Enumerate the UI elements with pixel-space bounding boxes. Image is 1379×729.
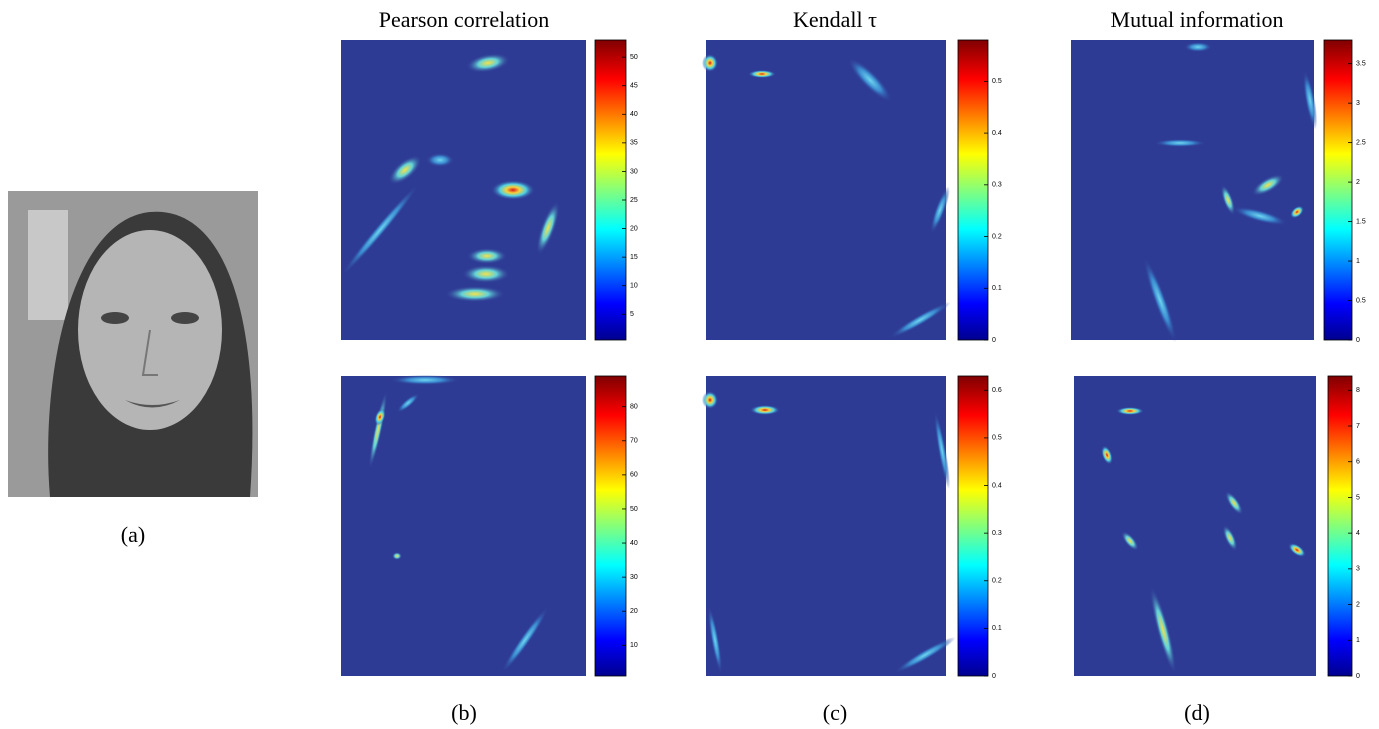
colorbar-tick-label: 0.1 [992,625,1002,632]
colorbar-tick-label: 20 [630,225,638,232]
colorbar [1323,39,1353,341]
colorbar [1327,375,1353,677]
colorbar-tick-label: 0 [1356,673,1360,680]
heatmap-b-top [341,40,586,340]
colorbar-tick-label: 7 [1356,423,1360,430]
heatmap-d-top [1071,40,1318,343]
colorbar-tick-label: 0.5 [992,435,1002,442]
colorbar-tick-label: 50 [630,506,638,513]
panel-label: (d) [1184,700,1210,725]
colorbar-tick-label: 50 [630,54,638,61]
colorbar-tick-label: 20 [630,608,638,615]
colorbar-tick-label: 2 [1356,601,1360,608]
colorbar-tick-label: 0.6 [992,387,1002,394]
colorbar-tick-label: 35 [630,140,638,147]
colorbar-tick-label: 80 [630,404,638,411]
panel-label: (b) [451,700,477,725]
colorbar-tick-label: 0.5 [1356,297,1366,304]
column-title: Pearson correlation [379,7,549,32]
colorbar-tick-label: 3.5 [1356,61,1366,68]
colorbar-tick-label: 0.2 [992,578,1002,585]
colorbar-tick-label: 0 [992,673,996,680]
heatmap-b-bottom [341,375,586,676]
colorbar-tick-label: 0 [992,337,996,344]
colorbar-tick-label: 6 [1356,459,1360,466]
colorbar [957,375,989,677]
colorbar-tick-label: 3 [1356,100,1360,107]
colorbar-tick-label: 15 [630,254,638,261]
heatmap-c-bottom [702,376,956,676]
colorbar-tick-label: 30 [630,168,638,175]
colorbar-tick-label: 45 [630,83,638,90]
colorbar-tick-label: 0.3 [992,530,1002,537]
colorbar [594,375,627,677]
colorbar-tick-label: 0.3 [992,182,1002,189]
colorbar-tick-label: 10 [630,283,638,290]
colorbar-tick-label: 0.4 [992,130,1002,137]
colorbar-tick-label: 5 [1356,494,1360,501]
colorbar [594,39,627,341]
colorbar-tick-label: 30 [630,574,638,581]
colorbar-tick-label: 10 [630,642,638,649]
colorbar-tick-label: 25 [630,197,638,204]
colorbar-tick-label: 2.5 [1356,139,1366,146]
colorbar-tick-label: 40 [630,540,638,547]
colorbar-tick-label: 5 [630,311,634,318]
colorbar-tick-label: 0.2 [992,233,1002,240]
colorbar [957,39,989,341]
colorbar-tick-label: 2 [1356,179,1360,186]
colorbar-tick-label: 0.5 [992,78,1002,85]
colorbar-tick-label: 0 [1356,337,1360,344]
heatmap-d-bottom [1074,376,1316,676]
colorbar-tick-label: 4 [1356,530,1360,537]
colorbar-tick-label: 0.1 [992,285,1002,292]
colorbar-tick-label: 1.5 [1356,218,1366,225]
panel-label: (c) [823,700,847,725]
colorbar-tick-label: 70 [630,438,638,445]
column-title: Mutual information [1111,7,1284,32]
photo [8,191,258,497]
column-title: Kendall τ [793,7,877,32]
heatmap-c-top [702,40,951,340]
colorbar-tick-label: 1 [1356,258,1360,265]
colorbar-tick-label: 60 [630,472,638,479]
colorbar-tick-label: 8 [1356,387,1360,394]
colorbar-tick-label: 0.4 [992,482,1002,489]
colorbar-tick-label: 40 [630,111,638,118]
colorbar-tick-label: 3 [1356,566,1360,573]
panel-label: (a) [121,522,145,547]
colorbar-tick-label: 1 [1356,637,1360,644]
